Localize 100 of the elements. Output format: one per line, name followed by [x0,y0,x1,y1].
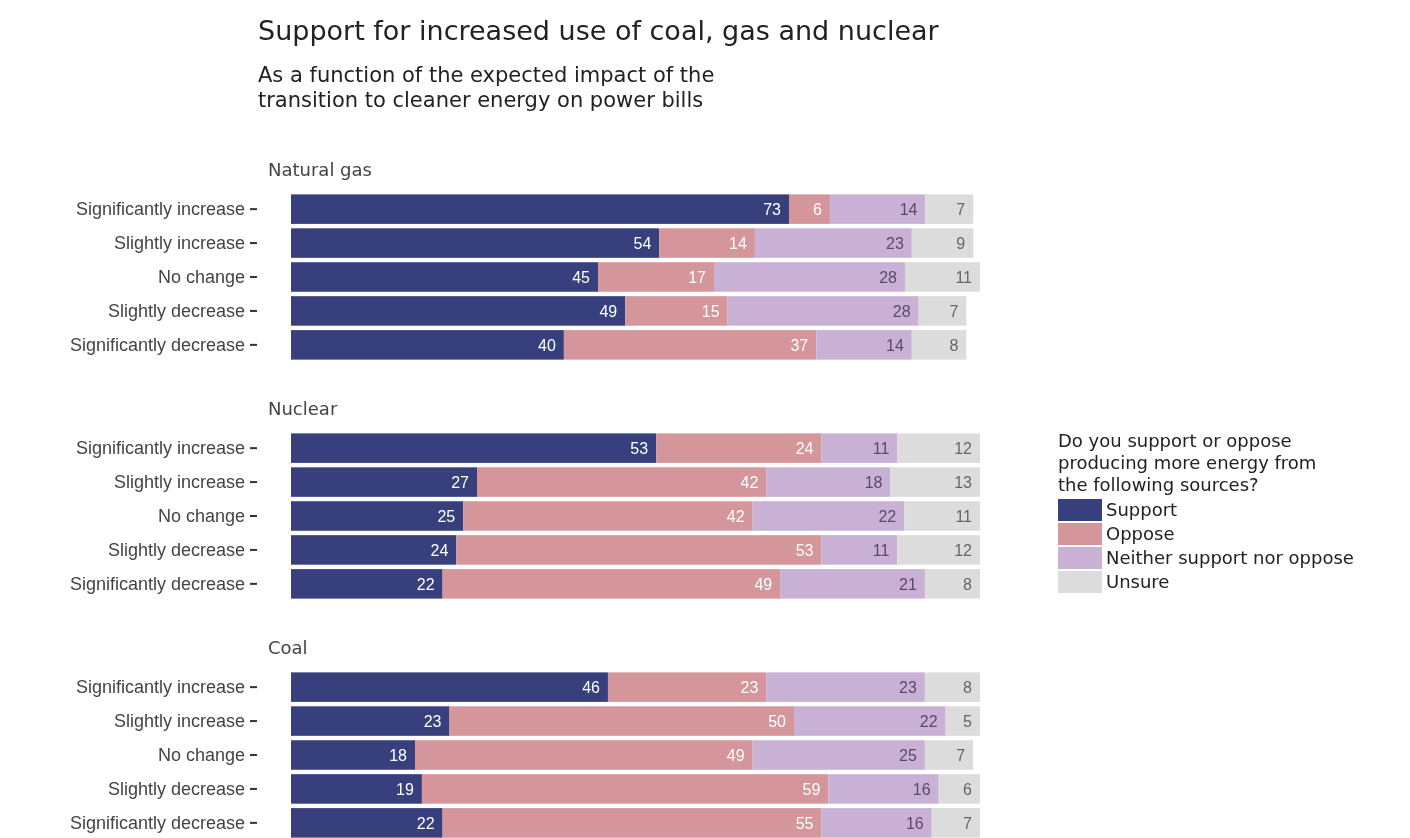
bar [291,262,598,292]
bar [897,535,980,565]
bar [456,535,822,565]
bar [924,740,974,770]
legend-label: Unsure [1106,571,1170,592]
data-label: 8 [949,336,959,354]
text: Natural gas [268,159,372,180]
y-tick-label: Significantly decrease [69,334,245,355]
data-label: 8 [963,575,973,593]
data-label: 54 [633,234,652,252]
data-label: 17 [688,268,707,286]
data-label: 14 [899,200,918,218]
data-label: 22 [919,712,938,730]
data-label: 53 [630,439,649,457]
chart-title: Support for increased use of coal, gas and nuclear [258,15,940,46]
bar [911,228,974,258]
bar [918,296,967,326]
data-label: 9 [956,234,966,252]
bar [291,774,422,804]
bar [291,296,626,326]
bar [816,330,912,360]
data-label: 12 [954,541,973,559]
bar [463,501,753,531]
data-label: 11 [872,541,890,559]
data-label: 22 [878,507,897,525]
bar [291,501,464,531]
bar [924,672,980,702]
bar [754,228,912,258]
data-label: 49 [726,746,745,764]
bar [945,706,980,736]
data-label: 6 [963,780,973,798]
bar [291,228,660,258]
bar [625,296,728,326]
data-label: 37 [790,336,809,354]
data-label: 16 [912,780,931,798]
bar [938,774,980,804]
bar [713,262,905,292]
legend-label: Neither support nor oppose [1106,547,1354,568]
data-label: 7 [949,302,959,320]
data-label: 23 [899,678,917,696]
y-tick-label: Slightly decrease [107,539,245,560]
bar [766,467,891,497]
bar [766,672,925,702]
data-label: 14 [885,336,904,354]
bar [421,774,829,804]
data-label: 50 [768,712,787,730]
bar [727,296,919,326]
data-label: 42 [740,473,759,491]
data-label: 11 [955,268,973,286]
bar [291,433,657,463]
bar [291,706,450,736]
data-label: 19 [396,780,415,798]
y-tick-label: Slightly decrease [107,300,245,321]
bar [291,194,789,224]
y-tick-label: Significantly decrease [69,812,245,833]
bar [925,194,974,224]
data-label: 14 [729,234,747,252]
data-label: 40 [538,336,556,354]
y-tick-label: Slightly increase [113,471,245,492]
bar [788,194,830,224]
bar [597,262,714,292]
y-tick-label: Slightly increase [113,232,245,253]
bar [924,569,980,599]
bar [291,740,416,770]
bar [291,330,564,360]
data-label: 24 [430,541,449,559]
data-label: 18 [864,473,883,491]
bar [442,808,822,838]
bar [291,535,457,565]
bar [904,501,980,531]
text: Coal [268,637,308,658]
legend-title: Do you support or oppose producing more energy from the following sources? [1058,430,1317,495]
data-label: 27 [451,473,470,491]
bar [442,569,781,599]
data-label: 7 [956,200,966,218]
bar [890,467,980,497]
bar [904,262,980,292]
data-label: 12 [954,439,973,457]
text: Nuclear [268,398,338,419]
bar [659,228,755,258]
data-label: 7 [956,746,966,764]
data-label: 22 [416,814,435,832]
bar [291,808,443,838]
bar [911,330,967,360]
data-label: 11 [872,439,890,457]
data-label: 28 [892,302,911,320]
bar [415,740,753,770]
data-label: 42 [726,507,745,525]
data-label: 16 [905,814,924,832]
y-tick-label: No change [157,744,245,765]
data-label: 15 [701,302,720,320]
data-label: 49 [754,575,773,593]
bar [477,467,767,497]
data-label: 24 [795,439,814,457]
data-label: 49 [599,302,618,320]
y-tick-label: Significantly increase [75,198,245,219]
bar [563,330,817,360]
bar [607,672,767,702]
data-label: 73 [763,200,782,218]
bar [752,740,925,770]
